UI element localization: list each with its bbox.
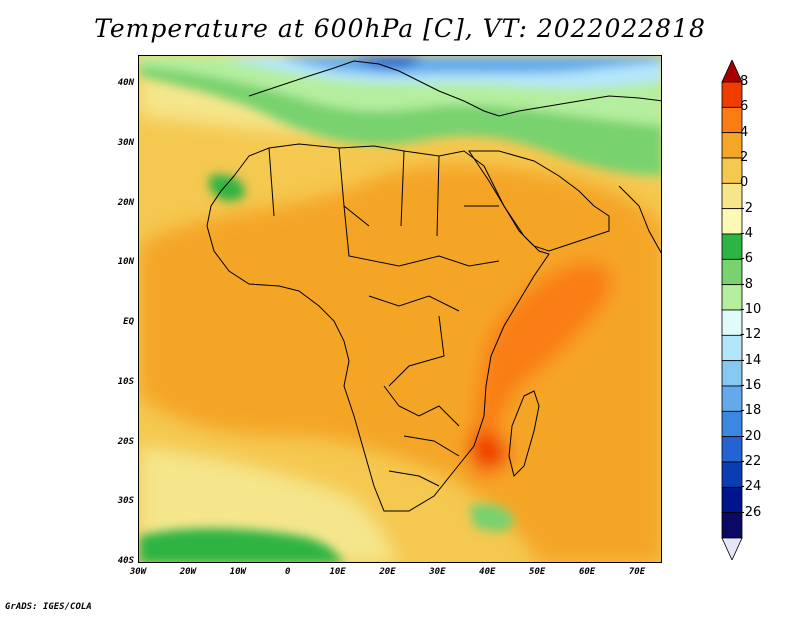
lon-tick-label: 50E [529,567,546,577]
lat-tick-label: 10N [117,257,134,268]
colorbar-label: -18 [740,403,762,419]
colorbar-swatch [721,436,743,463]
europe-coastline [248,60,661,117]
colorbar-swatch [721,208,743,235]
colorbar-swatch [721,512,743,539]
colorbar-swatch [721,486,743,514]
colorbar-swatch [721,284,743,311]
colorbar-label: -10 [740,302,762,317]
colorbar-swatch [721,81,743,108]
colorbar-swatch [721,309,743,336]
colorbar-swatch [721,334,743,362]
lon-tick-label: 30E [429,567,446,577]
colorbar-arrow-top [721,60,743,83]
colorbar-label: -22 [740,454,762,469]
country-borders-central [343,205,500,387]
temperature-map [138,55,662,563]
green-band-south [139,528,343,562]
country-borders-south [383,385,460,487]
colorbar-arrow-bottom [721,537,743,560]
colorbar-label: -20 [740,428,762,444]
warm-region [139,164,661,562]
colorbar-label: 8 [740,74,749,89]
lat-tick-label: 10S [117,376,134,387]
lon-tick-label: 20W [179,567,197,577]
arabia-coastline [468,150,610,252]
lat-tick-label: 20N [117,197,134,208]
colorbar-swatch [721,182,743,210]
africa-coastline [206,143,550,512]
coldest-core [349,56,424,68]
colorbar [721,60,743,560]
lat-tick-label: 30S [117,496,134,507]
colorbar-label: -14 [740,352,762,368]
lat-tick-label: 30N [117,137,134,148]
lon-tick-label: 0 [284,567,291,577]
colorbar-label: -16 [740,378,762,393]
lon-tick-label: 60E [578,567,596,577]
colorbar-swatch [721,385,743,412]
colorbar-swatch [721,157,743,184]
lat-tick-label: 40N [117,78,134,88]
green-patch-southeast [469,504,514,532]
lat-tick-label: EQ [123,317,134,327]
colorbar-swatch [721,106,743,134]
colorbar-label: 4 [740,124,749,140]
green-west-coast [209,174,245,202]
lat-tick-label: 20S [117,436,134,447]
map-title: Temperature at 600hPa [C], VT: 202202281… [94,14,706,43]
colorbar-label: -8 [740,276,753,292]
lon-tick-label: 70E [628,567,646,577]
credit-text: GrADS: IGES/COLA [5,602,92,612]
coastlines [206,60,661,512]
lat-tick-label: 40S [117,556,134,566]
colorbar-swatch [721,132,743,159]
colorbar-label: -4 [740,226,753,241]
lon-tick-label: 10E [329,567,346,577]
colorbar-swatch [721,410,743,438]
colorbar-label: -26 [740,504,762,520]
colorbar-label: -12 [740,327,762,343]
colorbar-label: 6 [740,99,749,115]
lon-tick-label: 30W [129,567,147,577]
hot-southeast [469,432,509,471]
colorbar-label: -2 [740,200,753,216]
colorbar-swatch [721,258,743,286]
madagascar-coastline [508,390,540,477]
colorbar-label: -24 [740,479,762,495]
lon-tick-label: 10W [229,567,246,577]
colorbar-swatch [721,233,743,260]
lon-tick-label: 20E [379,567,396,577]
colorbar-label: 2 [740,150,749,165]
colorbar-swatch [721,360,743,387]
temperature-field [139,56,661,562]
lon-tick-label: 40E [479,567,496,577]
colorbar-swatch [721,461,743,488]
india-coastline [618,185,661,254]
colorbar-label: -6 [740,251,753,267]
colorbar-label: 0 [740,175,749,191]
